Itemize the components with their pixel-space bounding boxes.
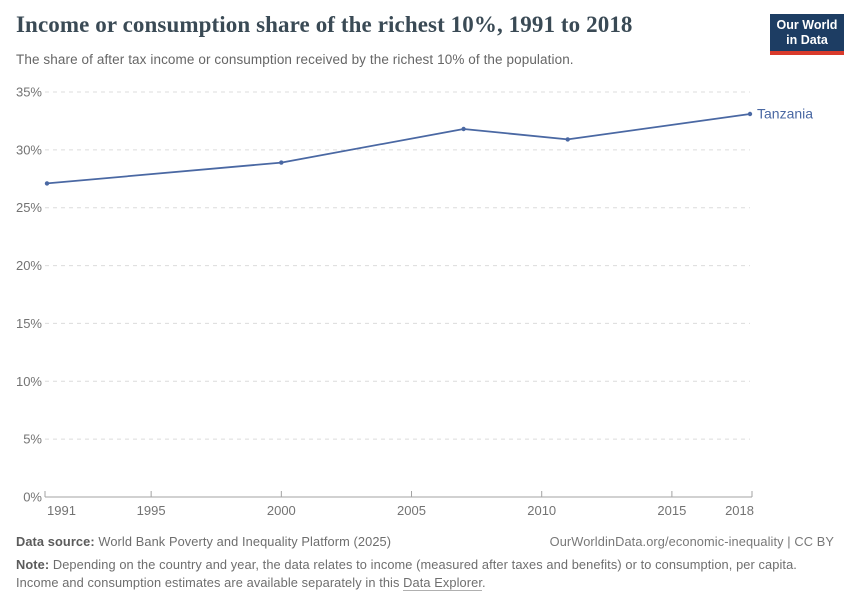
x-tick-label: 2005: [397, 503, 426, 518]
chart-footer: Data source: World Bank Poverty and Ineq…: [16, 534, 834, 592]
y-tick-label: 5%: [23, 432, 42, 447]
logo-line-1: Our World: [776, 18, 838, 32]
data-line: [46, 113, 751, 185]
data-explorer-link[interactable]: Data Explorer: [403, 574, 483, 591]
x-tick-label: 2015: [657, 503, 686, 518]
x-tick-label: 2010: [527, 503, 556, 518]
data-point: [461, 126, 466, 132]
plot-area: 0% 5% 10% 15% 20% 25% 30% 35% 1991 1995 2000 2005 20…: [0, 82, 850, 530]
data-source-value: World Bank Poverty and Inequality Platfo…: [94, 534, 392, 549]
data-point: [565, 137, 570, 142]
series-end-label[interactable]: Tanzania: [757, 105, 813, 121]
note-line-1: Depending on the country and year, the d…: [49, 557, 797, 572]
owid-logo[interactable]: Our World in Data: [770, 14, 844, 55]
y-tick-label: 35%: [16, 85, 42, 100]
data-point: [747, 111, 753, 117]
x-tick-label: 1995: [137, 503, 166, 518]
note-suffix: .: [482, 574, 486, 590]
note: Note: Depending on the country and year,…: [16, 556, 834, 592]
line-chart: 0% 5% 10% 15% 20% 25% 30% 35% 1991 1995 2000 2005 20…: [16, 85, 813, 519]
note-label: Note:: [16, 557, 50, 572]
logo-line-2: in Data: [786, 32, 828, 47]
data-source-label: Data source:: [16, 534, 95, 549]
y-tick-label: 10%: [16, 374, 42, 389]
x-tick-label: 2000: [267, 503, 296, 518]
attribution: OurWorldinData.org/economic-inequality |…: [549, 534, 834, 549]
y-tick-label: 0%: [23, 490, 42, 505]
y-tick-label: 15%: [16, 316, 42, 331]
y-tick-label: 20%: [16, 258, 42, 273]
x-tick-label: 1991: [47, 503, 76, 518]
page-title: Income or consumption share of the riche…: [16, 12, 633, 37]
data-source: Data source: World Bank Poverty and Ineq…: [16, 534, 391, 549]
chart-subtitle: The share of after tax income or consump…: [16, 52, 574, 67]
note-line-2: Income and consumption estimates are ava…: [16, 574, 404, 590]
y-tick-label: 30%: [16, 142, 42, 157]
data-point: [279, 160, 284, 165]
x-tick-label: 2018: [725, 503, 754, 518]
y-tick-label: 25%: [16, 200, 42, 215]
data-point: [44, 181, 50, 186]
